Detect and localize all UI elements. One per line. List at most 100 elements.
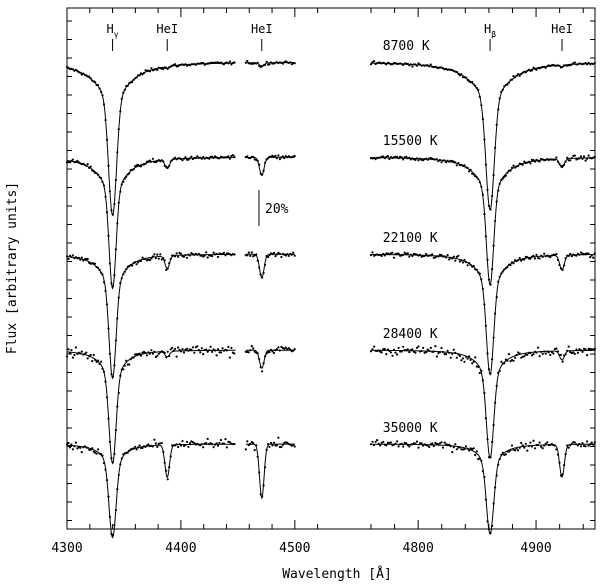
data-point: [559, 353, 563, 356]
data-point: [290, 253, 293, 256]
data-point: [89, 165, 92, 168]
data-point: [190, 348, 193, 351]
data-point: [151, 255, 154, 258]
data-point: [512, 262, 515, 265]
data-point: [507, 81, 510, 84]
data-point: [452, 348, 455, 351]
data-point: [478, 272, 481, 275]
data-point: [532, 439, 535, 442]
data-point: [535, 68, 538, 71]
data-point: [468, 355, 471, 358]
data-point: [538, 355, 541, 358]
data-point: [182, 351, 186, 354]
data-point: [268, 350, 271, 354]
data-point: [428, 65, 431, 68]
data-point: [396, 440, 399, 443]
data-point: [388, 349, 391, 352]
data-point: [538, 257, 541, 260]
data-point: [187, 445, 190, 448]
data-point: [218, 441, 221, 444]
data-point: [547, 351, 550, 354]
data-point: [119, 374, 122, 377]
data-point: [224, 438, 227, 441]
data-point: [491, 524, 494, 528]
data-point: [86, 258, 89, 261]
data-point: [119, 282, 122, 285]
data-point: [414, 442, 417, 445]
data-point: [95, 452, 98, 455]
data-point: [383, 254, 386, 257]
data-point: [113, 202, 116, 206]
data-point: [101, 180, 104, 184]
data-point: [509, 264, 512, 267]
data-point: [79, 352, 82, 355]
data-point: [218, 157, 221, 160]
data-point: [101, 454, 104, 457]
data-point: [80, 350, 83, 353]
data-point: [193, 351, 196, 354]
data-point: [408, 255, 411, 258]
data-point: [100, 90, 103, 94]
data-point: [100, 177, 103, 180]
data-point: [120, 457, 123, 460]
data-point: [437, 443, 440, 446]
data-point: [135, 76, 138, 79]
data-point: [247, 251, 250, 254]
data-point: [471, 362, 474, 365]
data-point: [492, 336, 495, 339]
data-point: [116, 488, 119, 491]
data-point: [489, 456, 492, 459]
data-point: [518, 352, 521, 355]
data-point: [544, 66, 547, 69]
data-point: [278, 158, 281, 161]
data-point: [497, 280, 500, 283]
data-point: [265, 448, 268, 451]
data-point: [181, 159, 184, 162]
data-point: [420, 442, 423, 445]
data-point: [117, 296, 120, 299]
data-point: [259, 273, 262, 276]
data-point: [455, 448, 458, 451]
data-point: [193, 442, 196, 445]
data-point: [586, 440, 589, 443]
data-point: [148, 258, 151, 262]
data-point: [108, 352, 111, 355]
data-point: [108, 262, 111, 265]
data-point: [586, 354, 589, 357]
data-point: [110, 209, 113, 212]
data-point: [194, 156, 197, 159]
data-point: [593, 155, 596, 158]
data-point: [399, 350, 402, 353]
data-point: [199, 351, 202, 354]
data-point: [589, 443, 592, 446]
data-point: [74, 346, 77, 349]
data-point: [509, 169, 512, 172]
data-point: [567, 254, 570, 257]
data-point: [383, 347, 386, 351]
data-point: [129, 358, 132, 361]
data-point: [265, 60, 268, 63]
data-point: [194, 63, 197, 66]
data-point: [68, 351, 72, 355]
model-fit-line: [66, 253, 236, 380]
data-point: [209, 345, 212, 348]
data-point: [457, 162, 460, 165]
data-point: [515, 447, 518, 450]
scale-bar-label: 20%: [265, 202, 289, 217]
data-point: [203, 254, 206, 257]
data-point: [506, 266, 509, 269]
data-point: [289, 61, 292, 64]
data-point: [293, 348, 296, 351]
data-point: [156, 253, 159, 256]
data-point: [157, 159, 160, 162]
data-point: [83, 352, 86, 355]
data-point: [113, 452, 116, 455]
data-point: [394, 351, 397, 354]
data-point: [168, 164, 171, 167]
data-point: [150, 257, 153, 260]
model-fit-line: [370, 157, 595, 286]
data-point: [512, 359, 515, 362]
data-point: [219, 351, 223, 354]
data-point: [73, 445, 76, 448]
data-point: [464, 445, 468, 448]
